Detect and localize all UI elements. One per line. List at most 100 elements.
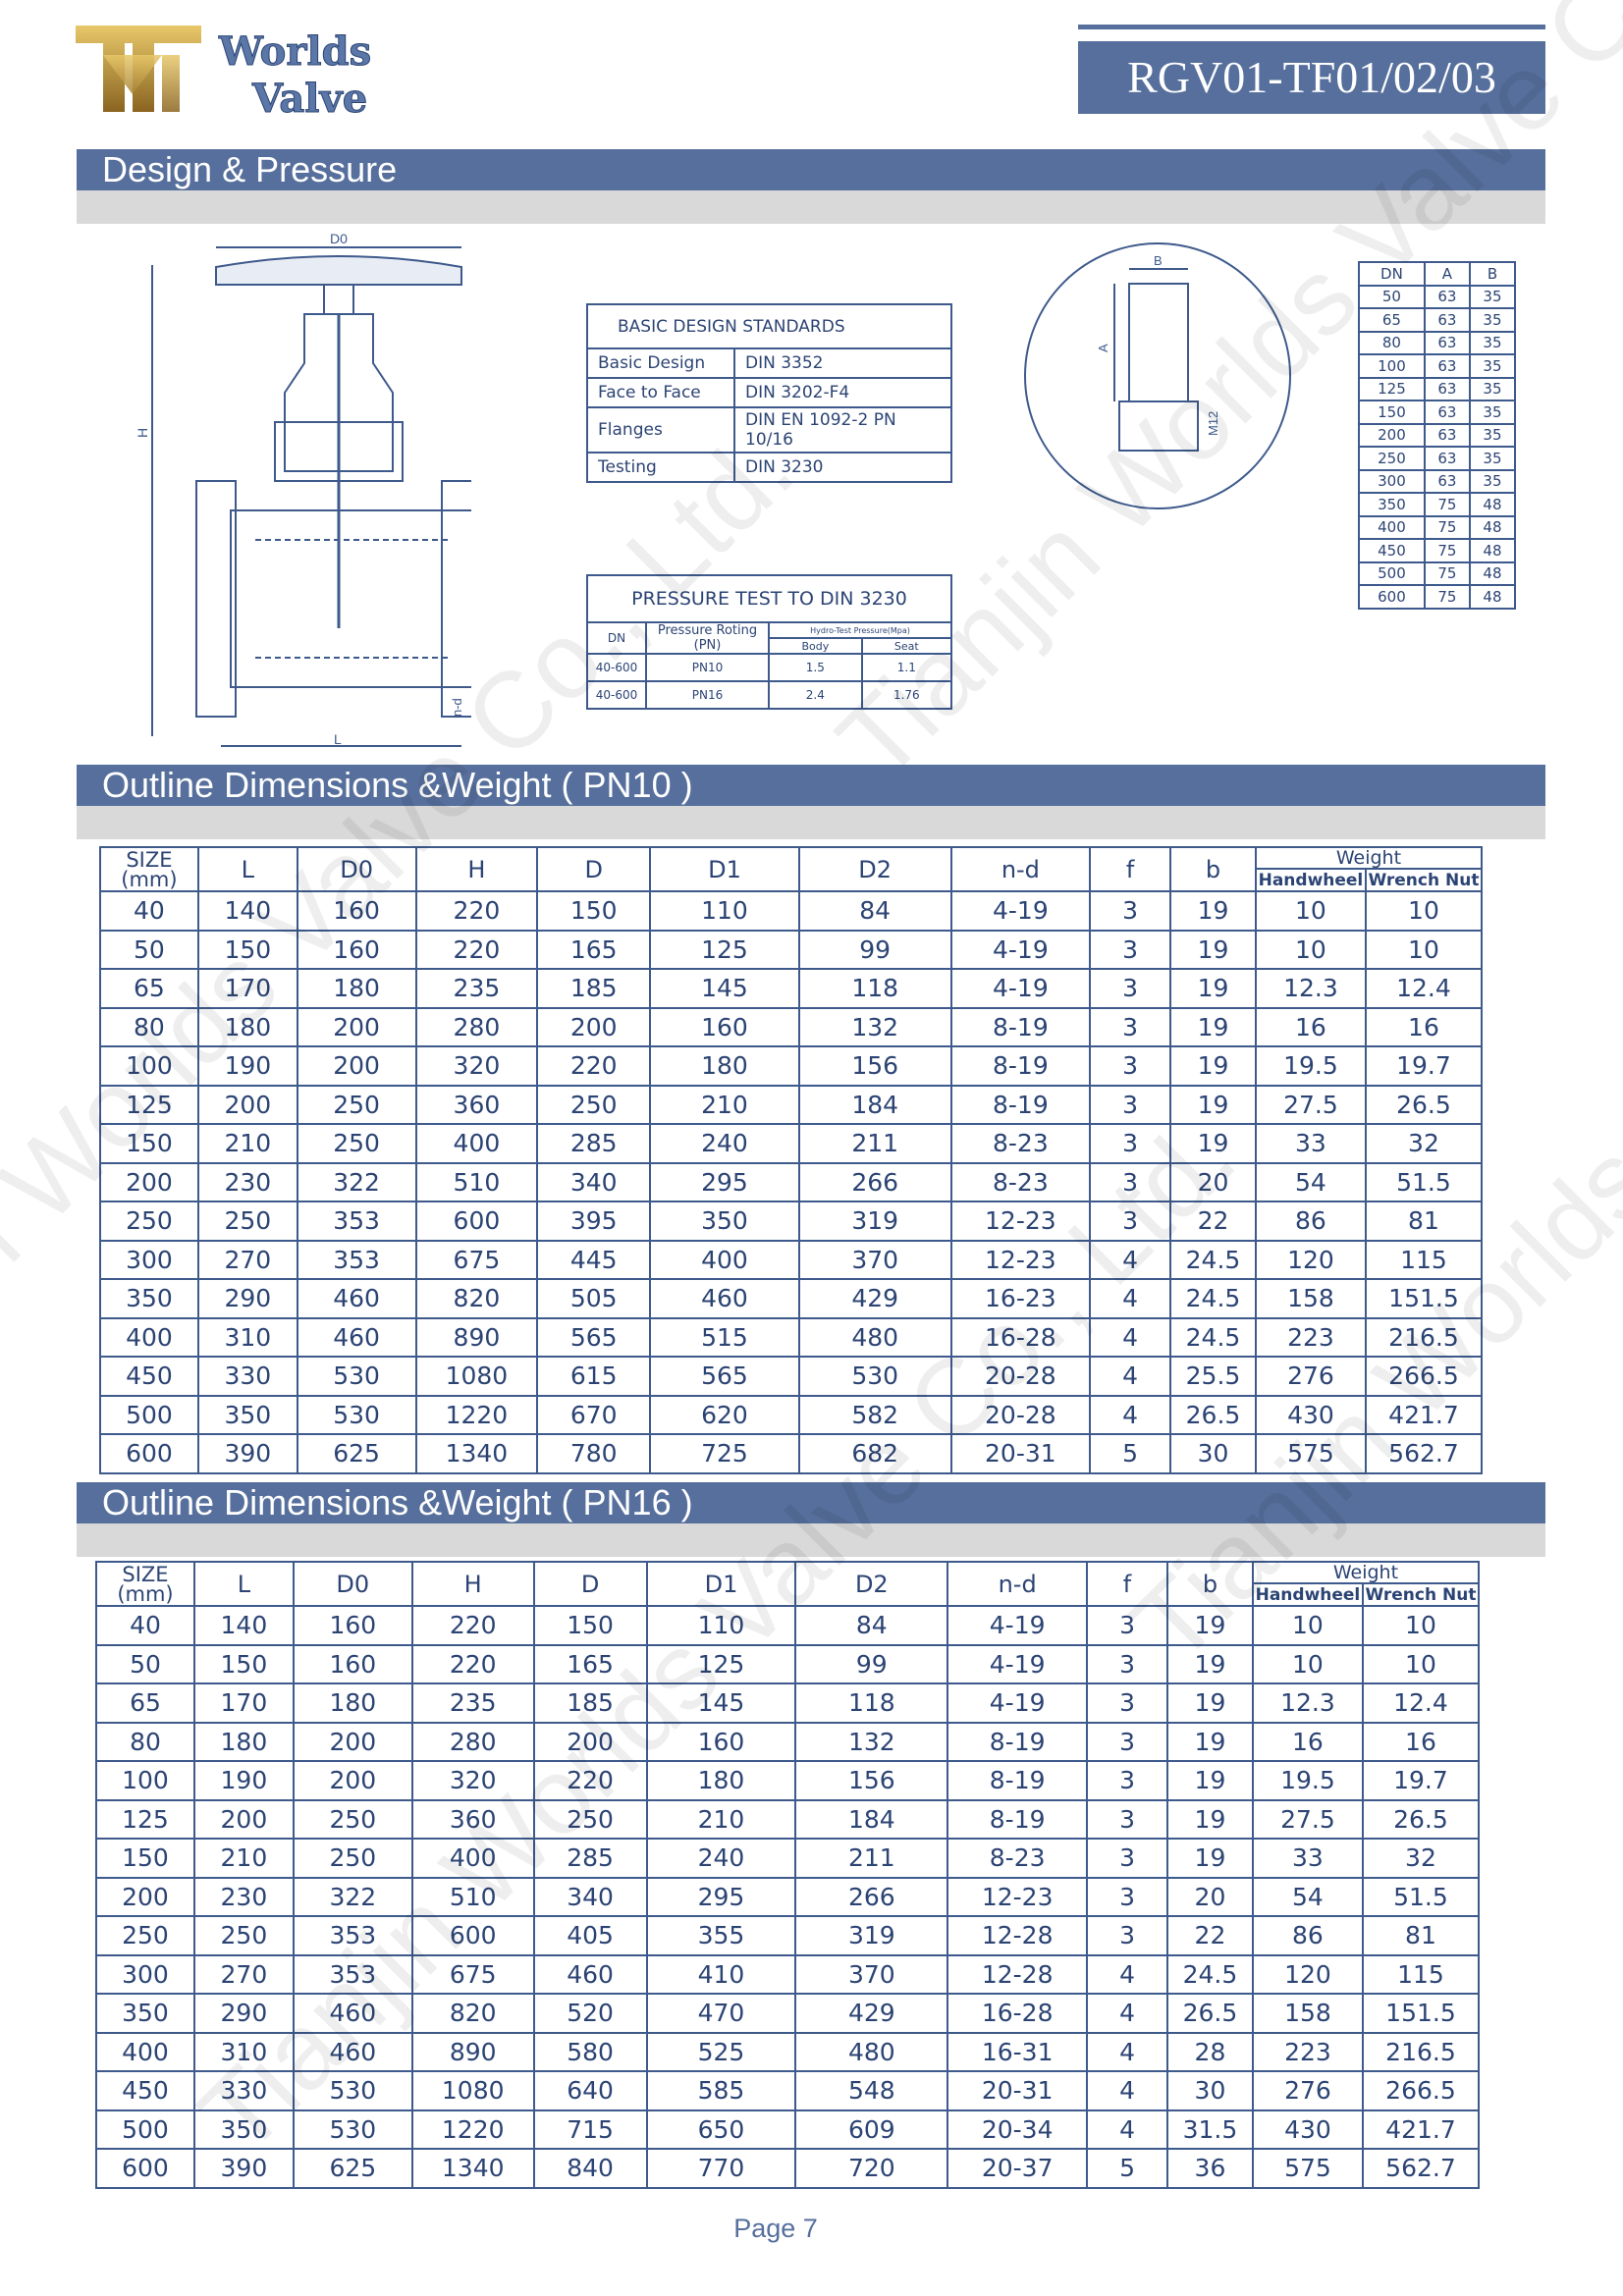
table-cell: 310 — [192, 2031, 295, 2072]
table-cell: 84 — [797, 890, 952, 932]
nut-cell: 35 — [1468, 400, 1517, 425]
table-cell: 510 — [414, 1161, 539, 1202]
table-cell: 81 — [1361, 1915, 1481, 1956]
table-cell: 3 — [1089, 1084, 1172, 1125]
table-cell: 350 — [196, 1394, 298, 1435]
table-cell: 220 — [536, 1045, 652, 1087]
nut-row: 350 75 48 — [1358, 492, 1517, 517]
table-cell: 50 — [95, 1643, 195, 1684]
table-cell: 562.7 — [1361, 2148, 1481, 2189]
table-cell: 10 — [1254, 929, 1367, 970]
table-cell: 3 — [1086, 1682, 1168, 1724]
table-cell: 460 — [296, 1316, 417, 1358]
table-cell: 200 — [292, 1721, 413, 1762]
table-cell: 8-19 — [947, 1721, 1089, 1762]
standard-value: DIN 3230 — [733, 452, 952, 483]
table-cell: 650 — [645, 2109, 797, 2150]
table-cell: 430 — [1254, 1394, 1367, 1435]
table-cell: 40 — [95, 1605, 195, 1646]
pt-header-rating: Pressure Roting (PN) — [645, 621, 770, 655]
table-row: 100 190 200 320 220 180 156 8-19 3 19 19.5 19.7 — [95, 1760, 1481, 1801]
table-row: 250 250 353 600 405 355 319 12-28 3 22 86 81 — [95, 1915, 1481, 1956]
table-cell: 200 — [536, 1006, 652, 1047]
table-cell: 125 — [99, 1084, 199, 1125]
table-cell: 266.5 — [1364, 1356, 1484, 1397]
table-cell: 8-19 — [949, 1045, 1092, 1087]
table-row: 40 140 160 220 150 110 84 4-19 3 19 10 10 — [99, 890, 1484, 932]
table-cell: 30 — [1169, 1433, 1257, 1474]
table-cell: 32 — [1364, 1123, 1484, 1164]
standard-row: Basic Design DIN 3352 — [586, 347, 952, 379]
wrench-nut-detail: A B M12 — [1024, 242, 1291, 509]
table-cell: 86 — [1251, 1915, 1364, 1956]
table-cell: 250 — [532, 1798, 648, 1840]
pressure-cell: 1.5 — [768, 653, 863, 682]
nut-cell: 150 — [1358, 400, 1426, 425]
table-cell: 585 — [645, 2070, 797, 2111]
standard-label: Flanges — [586, 406, 735, 454]
table-cell: 400 — [414, 1123, 539, 1164]
table-cell: 3 — [1086, 1798, 1168, 1840]
column-header: D1 — [645, 1561, 797, 1607]
table-cell: 565 — [649, 1356, 800, 1397]
table-cell: 250 — [296, 1123, 417, 1164]
table-cell: 210 — [196, 1123, 298, 1164]
nut-row: 65 63 35 — [1358, 307, 1517, 333]
table-cell: 12-28 — [947, 1953, 1089, 1995]
table-row: 450 330 530 1080 615 565 530 20-28 4 25.5 276 266.5 — [99, 1356, 1484, 1397]
table-row: 200 230 322 510 340 295 266 8-23 3 20 54 51.5 — [99, 1161, 1484, 1202]
table-cell: 220 — [410, 1605, 535, 1646]
table-cell: 132 — [794, 1721, 949, 1762]
table-cell: 12.4 — [1361, 1682, 1481, 1724]
table-cell: 5 — [1089, 1433, 1172, 1474]
table-row: 400 310 460 890 565 515 480 16-28 4 24.5 223 216.5 — [99, 1316, 1484, 1358]
table-cell: 280 — [414, 1006, 539, 1047]
column-header: H — [410, 1561, 535, 1607]
standard-row: Testing DIN 3230 — [586, 452, 952, 483]
nut-cell: 63 — [1423, 422, 1471, 448]
table-cell: 10 — [1364, 890, 1484, 932]
table-cell: 24.5 — [1169, 1316, 1257, 1358]
table-cell: 26.5 — [1364, 1084, 1484, 1125]
table-cell: 460 — [292, 2031, 413, 2072]
table-cell: 20-31 — [947, 2070, 1089, 2111]
label-l: L — [334, 731, 342, 747]
table-cell: 19.7 — [1361, 1760, 1481, 1801]
table-cell: 620 — [649, 1394, 800, 1435]
table-cell: 8-19 — [947, 1760, 1089, 1801]
table-cell: 266.5 — [1361, 2070, 1481, 2111]
table-row: 600 390 625 1340 780 725 682 20-31 5 30 575 562.7 — [99, 1433, 1484, 1474]
nut-cell: 35 — [1468, 284, 1517, 309]
basic-design-standards-table: BASIC DESIGN STANDARDS Basic Design DIN 3… — [586, 303, 952, 483]
table-row: 100 190 200 320 220 180 156 8-19 3 19 19.5 19.7 — [99, 1045, 1484, 1087]
table-cell: 548 — [794, 2070, 949, 2111]
standard-row: Flanges DIN EN 1092-2 PN 10/16 — [586, 406, 952, 454]
table-cell: 12.3 — [1251, 1682, 1364, 1724]
table-cell: 8-19 — [949, 1084, 1092, 1125]
column-header: n-d — [947, 1561, 1089, 1607]
table-cell: 19 — [1165, 1838, 1254, 1879]
wrench-nut-header: Wrench Nut — [1364, 868, 1484, 892]
nut-cell: 63 — [1423, 446, 1471, 471]
table-cell: 322 — [292, 1876, 413, 1917]
table-cell: 350 — [95, 1993, 195, 2034]
column-header: L — [196, 846, 298, 892]
table-cell: 158 — [1251, 1993, 1364, 2034]
handwheel-header: Handwheel — [1251, 1582, 1364, 1607]
table-cell: 20 — [1169, 1161, 1257, 1202]
table-row: 50 150 160 220 165 125 99 4-19 3 19 10 10 — [95, 1643, 1481, 1684]
table-cell: 210 — [649, 1084, 800, 1125]
table-cell: 100 — [99, 1045, 199, 1087]
table-cell: 19 — [1169, 1045, 1257, 1087]
table-cell: 3 — [1089, 890, 1172, 932]
table-cell: 10 — [1251, 1643, 1364, 1684]
standard-value: DIN EN 1092-2 PN 10/16 — [733, 406, 952, 454]
table-cell: 160 — [292, 1643, 413, 1684]
pt-header-dn: DN — [586, 621, 647, 655]
table-cell: 450 — [99, 1356, 199, 1397]
nut-cell: 35 — [1468, 330, 1517, 355]
table-cell: 780 — [536, 1433, 652, 1474]
table-cell: 300 — [99, 1239, 199, 1280]
table-cell: 10 — [1364, 929, 1484, 970]
pressure-row: 40-600 PN10 1.5 1.1 — [586, 653, 953, 682]
